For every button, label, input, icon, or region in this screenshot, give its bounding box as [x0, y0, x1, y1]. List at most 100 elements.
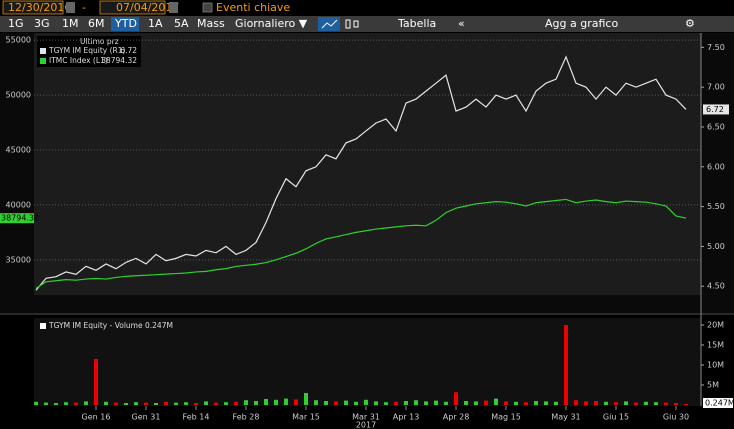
- y2-tick-label: 7.50: [707, 43, 725, 52]
- volume-bar: [434, 400, 438, 405]
- candle-icon[interactable]: [353, 20, 359, 28]
- volume-bar: [524, 402, 528, 405]
- volume-bar: [664, 402, 668, 405]
- volume-bar: [224, 402, 228, 405]
- x-tick-label: May 31: [551, 413, 580, 422]
- legend-box: [37, 36, 141, 67]
- volume-bar: [114, 402, 118, 405]
- selected-range[interactable]: [111, 17, 139, 31]
- calendar-icon[interactable]: [66, 2, 75, 13]
- volume-bar: [144, 402, 148, 405]
- x-tick-label: Apr 28: [443, 413, 470, 422]
- y-tick-label: 40000: [6, 200, 31, 209]
- volume-bar: [424, 401, 428, 405]
- volume-bar: [234, 401, 238, 405]
- x-tick-label: Giu 30: [663, 413, 689, 422]
- volume-bar: [634, 402, 638, 405]
- range-button[interactable]: 1M: [62, 17, 79, 30]
- volume-bar: [624, 401, 628, 405]
- volume-bar: [574, 400, 578, 405]
- settings-button[interactable]: ⚙: [685, 17, 695, 30]
- volume-bar: [494, 398, 498, 405]
- volume-bar: [174, 402, 178, 405]
- y-tick-label: 50000: [6, 91, 31, 100]
- volume-bar: [194, 403, 198, 405]
- date-separator: -: [82, 1, 86, 14]
- volume-bar: [54, 403, 58, 405]
- last-value-box: [0, 213, 34, 224]
- candle-icon[interactable]: [345, 19, 351, 29]
- range-button[interactable]: 3G: [34, 17, 50, 30]
- legend-swatch: [40, 323, 46, 329]
- x-tick-label: Mag 15: [491, 413, 521, 422]
- table-button[interactable]: Tabella: [397, 17, 436, 30]
- volume-bar: [654, 402, 658, 405]
- calendar-icon[interactable]: [169, 2, 178, 13]
- volume-bar: [134, 402, 138, 405]
- checkbox[interactable]: [202, 2, 213, 13]
- volume-bar: [364, 399, 368, 405]
- add-to-chart[interactable]: Agg a grafico: [545, 17, 618, 30]
- last-value-label: 6.72: [706, 105, 724, 114]
- volume-bar: [84, 401, 88, 405]
- series-line: [35, 55, 687, 291]
- y-tick-label: 5M: [707, 381, 719, 390]
- volume-bar: [214, 402, 218, 405]
- y-tick-label: 20M: [707, 321, 724, 330]
- range-button[interactable]: 1A: [148, 17, 163, 30]
- plot-area: [34, 33, 701, 295]
- end-date[interactable]: 07/04/2017: [116, 1, 179, 14]
- volume-bar: [384, 402, 388, 405]
- range-button[interactable]: 1G: [8, 17, 24, 30]
- collapse-button[interactable]: «: [458, 17, 465, 30]
- y2-tick-label: 6.00: [707, 162, 725, 171]
- volume-bar: [294, 399, 298, 405]
- volume-bar: [164, 401, 168, 405]
- volume-bar: [474, 401, 478, 405]
- legend-swatch: [40, 58, 46, 64]
- volume-bar: [554, 401, 558, 405]
- x-tick-label: Feb 28: [233, 413, 260, 422]
- x-year-label: 2017: [356, 421, 376, 429]
- volume-title: TGYM IM Equity - Volume 0.247M: [48, 321, 173, 330]
- volume-area: [34, 318, 701, 406]
- frequency-dropdown[interactable]: Giornaliero ▼: [235, 17, 308, 30]
- key-events[interactable]: Eventi chiave: [216, 1, 290, 14]
- legend-label: ITMC Index (L1): [49, 56, 108, 65]
- x-tick-label: Mar 31: [352, 413, 380, 422]
- volume-bar: [594, 401, 598, 405]
- x-tick-label: Giu 15: [603, 413, 629, 422]
- legend-label: TGYM IM Equity (R1): [48, 46, 126, 55]
- range-button[interactable]: Mass: [197, 17, 225, 30]
- volume-bar: [104, 401, 108, 405]
- start-date[interactable]: 12/30/2016: [8, 1, 71, 14]
- y2-tick-label: 5.00: [707, 242, 725, 251]
- volume-bar: [684, 404, 688, 405]
- volume-bar: [254, 401, 258, 405]
- y2-tick-label: 5.50: [707, 202, 725, 211]
- volume-bar: [274, 399, 278, 405]
- legend-swatch: [40, 48, 46, 54]
- volume-bar: [74, 402, 78, 405]
- volume-bar: [314, 400, 318, 405]
- volume-bar: [404, 401, 408, 405]
- x-tick-label: Gen 31: [132, 413, 161, 422]
- legend-title: Ultimo prz: [80, 37, 119, 46]
- volume-bar: [454, 392, 458, 405]
- volume-bar: [534, 401, 538, 405]
- volume-bar: [614, 402, 618, 405]
- y-tick-label: 15M: [707, 341, 724, 350]
- date-box[interactable]: [2, 0, 64, 15]
- volume-bar: [94, 359, 98, 405]
- volume-bar: [504, 401, 508, 405]
- date-box[interactable]: [99, 0, 166, 15]
- range-button[interactable]: 6M: [88, 17, 105, 30]
- y-tick-label: 10M: [707, 361, 724, 370]
- y2-tick-label: 6.50: [707, 122, 725, 131]
- range-button[interactable]: YTD: [114, 17, 137, 30]
- range-button[interactable]: 5A: [174, 17, 189, 30]
- volume-bar: [354, 401, 358, 405]
- last-value-label: 0.247M: [705, 399, 734, 408]
- volume-bar: [414, 400, 418, 405]
